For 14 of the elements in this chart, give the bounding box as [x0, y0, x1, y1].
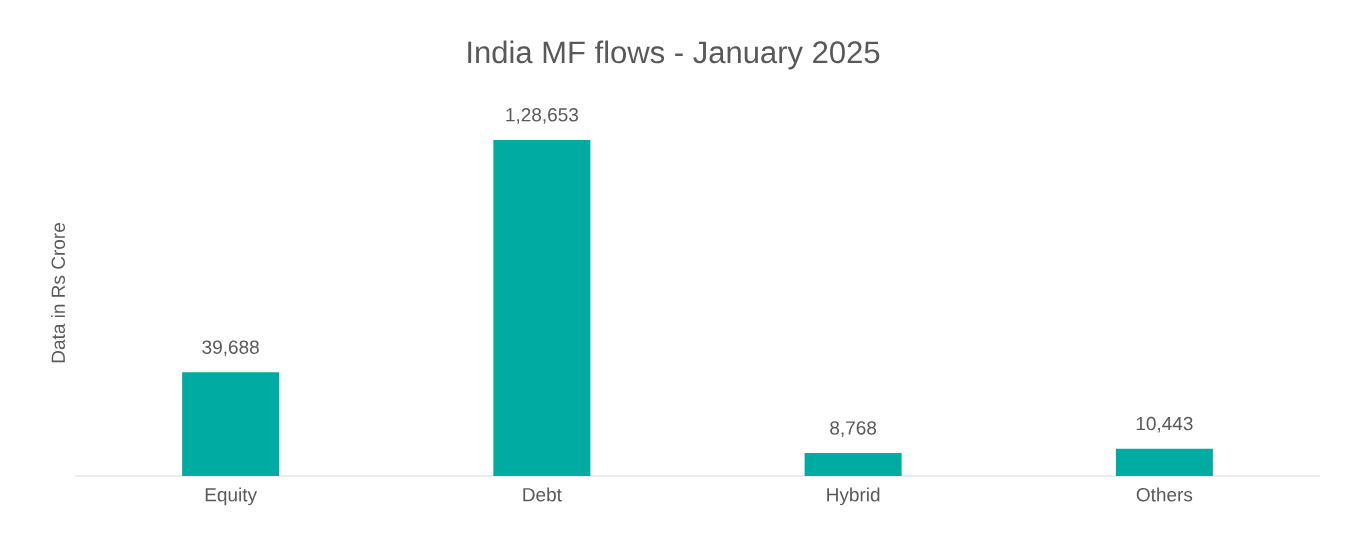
- chart-title: India MF flows - January 2025: [468, 40, 880, 70]
- bar: [493, 139, 591, 476]
- data-label: 10,443: [1136, 416, 1193, 433]
- data-label: 8,768: [830, 421, 877, 437]
- bar: [182, 372, 280, 476]
- x-tick-label: Hybrid: [827, 487, 880, 506]
- data-label: 39,688: [202, 340, 259, 357]
- y-axis-title: Data in Rs Crore: [51, 223, 65, 363]
- x-tick-label: Others: [1136, 487, 1193, 502]
- bar: [804, 453, 902, 476]
- x-tick-label: Equity: [205, 487, 257, 506]
- data-label: 1,28,653: [506, 108, 579, 124]
- x-tick-label: Debt: [523, 487, 562, 502]
- bar: [1115, 448, 1213, 476]
